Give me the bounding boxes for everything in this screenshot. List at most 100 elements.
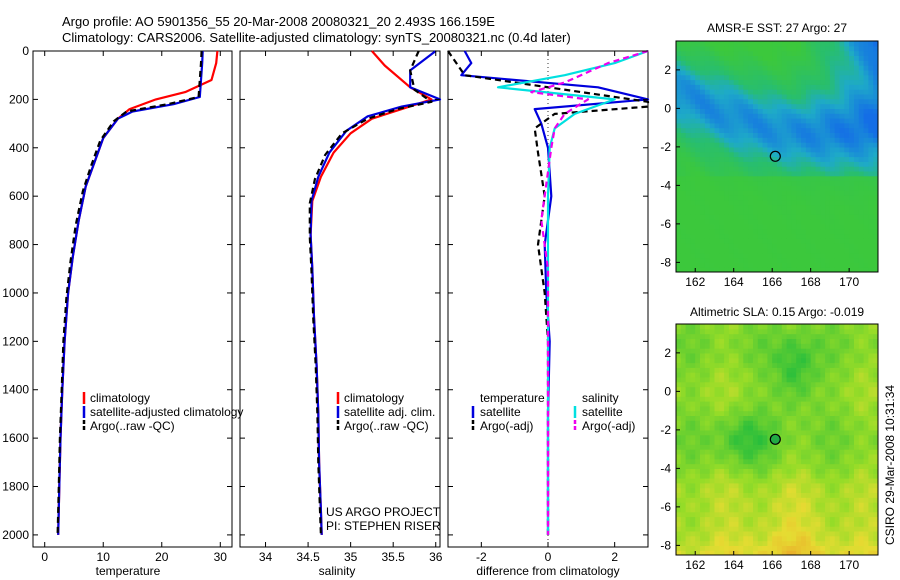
heatmap-cell bbox=[728, 175, 735, 182]
heatmap-cell bbox=[839, 151, 845, 158]
heatmap-cell bbox=[767, 362, 773, 368]
heatmap-cell bbox=[844, 425, 850, 431]
heatmap-cell bbox=[791, 190, 797, 196]
heatmap-cell bbox=[820, 93, 826, 100]
heatmap-cell bbox=[834, 516, 841, 522]
heatmap-cell bbox=[796, 175, 802, 182]
heatmap-cell bbox=[757, 204, 764, 210]
heatmap-cell bbox=[719, 137, 725, 143]
heatmap-cell bbox=[748, 540, 754, 546]
heatmap-cell bbox=[791, 420, 797, 426]
heatmap-cell bbox=[858, 89, 865, 95]
heatmap-cell bbox=[796, 233, 802, 239]
heatmap-cell bbox=[786, 420, 792, 426]
heatmap-cell bbox=[748, 247, 754, 254]
heatmap-cell bbox=[714, 497, 720, 503]
heatmap-cell bbox=[724, 324, 730, 330]
heatmap-cell bbox=[791, 113, 797, 119]
heatmap-cell bbox=[685, 161, 691, 167]
heatmap-cell bbox=[796, 55, 802, 61]
heatmap-cell bbox=[724, 103, 730, 109]
heatmap-cell bbox=[762, 482, 768, 489]
heatmap-cell bbox=[762, 195, 768, 201]
heatmap-cell bbox=[868, 545, 874, 551]
heatmap-cell bbox=[825, 338, 831, 344]
heatmap-cell bbox=[777, 122, 783, 129]
heatmap-cell bbox=[854, 108, 860, 114]
heatmap-cell bbox=[863, 170, 869, 177]
heatmap-cell bbox=[777, 463, 783, 469]
x-tick-label: 20 bbox=[155, 550, 169, 564]
heatmap-cell bbox=[724, 79, 730, 85]
heatmap-cell bbox=[839, 521, 845, 527]
heatmap-cell bbox=[753, 391, 759, 397]
heatmap-cell bbox=[849, 348, 855, 354]
heatmap-cell bbox=[767, 401, 773, 407]
heatmap-cell bbox=[762, 497, 768, 503]
heatmap-cell bbox=[815, 482, 821, 489]
heatmap-cell bbox=[849, 84, 855, 90]
heatmap-cell bbox=[753, 55, 759, 61]
heatmap-cell bbox=[724, 209, 730, 215]
heatmap-cell bbox=[685, 478, 691, 484]
heatmap-cell bbox=[791, 74, 797, 81]
heatmap-cell bbox=[753, 497, 759, 503]
heatmap-cell bbox=[815, 219, 821, 225]
heatmap-cell bbox=[805, 526, 812, 532]
heatmap-cell bbox=[801, 74, 807, 81]
heatmap-cell bbox=[868, 372, 874, 378]
heatmap-cell bbox=[868, 502, 874, 508]
heatmap-cell bbox=[757, 233, 764, 239]
heatmap-cell bbox=[757, 55, 764, 61]
heatmap-cell bbox=[844, 468, 850, 474]
heatmap-cell bbox=[854, 166, 860, 172]
heatmap-cell bbox=[695, 199, 701, 206]
heatmap-cell bbox=[757, 262, 764, 268]
heatmap-cell bbox=[748, 506, 754, 513]
heatmap-cell bbox=[849, 118, 855, 124]
heatmap-cell bbox=[796, 132, 802, 138]
heatmap-cell bbox=[805, 434, 812, 441]
heatmap-cell bbox=[820, 199, 826, 206]
heatmap-cell bbox=[868, 410, 874, 416]
heatmap-cell bbox=[820, 333, 826, 339]
heatmap-cell bbox=[714, 410, 720, 416]
heatmap-cell bbox=[849, 233, 855, 239]
heatmap-cell bbox=[676, 262, 682, 268]
heatmap-cell bbox=[772, 185, 778, 191]
heatmap-cell bbox=[825, 166, 831, 172]
heatmap-cell bbox=[854, 444, 860, 450]
heatmap-cell bbox=[767, 195, 773, 201]
heatmap-cell bbox=[781, 65, 788, 71]
heatmap-cell bbox=[839, 478, 845, 484]
heatmap-cell bbox=[777, 170, 783, 177]
heatmap-cell bbox=[709, 458, 716, 465]
heatmap-cell bbox=[796, 434, 802, 441]
heatmap-cell bbox=[854, 161, 860, 167]
heatmap-cell bbox=[690, 55, 696, 61]
heatmap-cell bbox=[700, 98, 706, 105]
heatmap-cell bbox=[781, 439, 788, 445]
heatmap-cell bbox=[690, 190, 696, 196]
heatmap-cell bbox=[854, 526, 860, 532]
heatmap-cell bbox=[704, 79, 711, 85]
heatmap-cell bbox=[753, 550, 759, 555]
heatmap-cell bbox=[704, 415, 711, 421]
heatmap-cell bbox=[834, 247, 841, 254]
heatmap-cell bbox=[849, 540, 855, 546]
heatmap-cell bbox=[753, 166, 759, 172]
heatmap-cell bbox=[685, 55, 691, 61]
heatmap-cell bbox=[777, 219, 783, 225]
heatmap-cell bbox=[709, 156, 716, 162]
heatmap-cell bbox=[849, 98, 855, 105]
heatmap-cell bbox=[733, 252, 740, 259]
heatmap-cell bbox=[772, 79, 778, 85]
heatmap-cell bbox=[810, 214, 817, 220]
heatmap-cell bbox=[791, 463, 797, 469]
heatmap-cell bbox=[844, 420, 850, 426]
heatmap-cell bbox=[829, 367, 836, 373]
heatmap-cell bbox=[796, 401, 802, 407]
heatmap-cell bbox=[690, 391, 696, 397]
heatmap-cell bbox=[733, 324, 740, 330]
heatmap-cell bbox=[839, 502, 845, 508]
